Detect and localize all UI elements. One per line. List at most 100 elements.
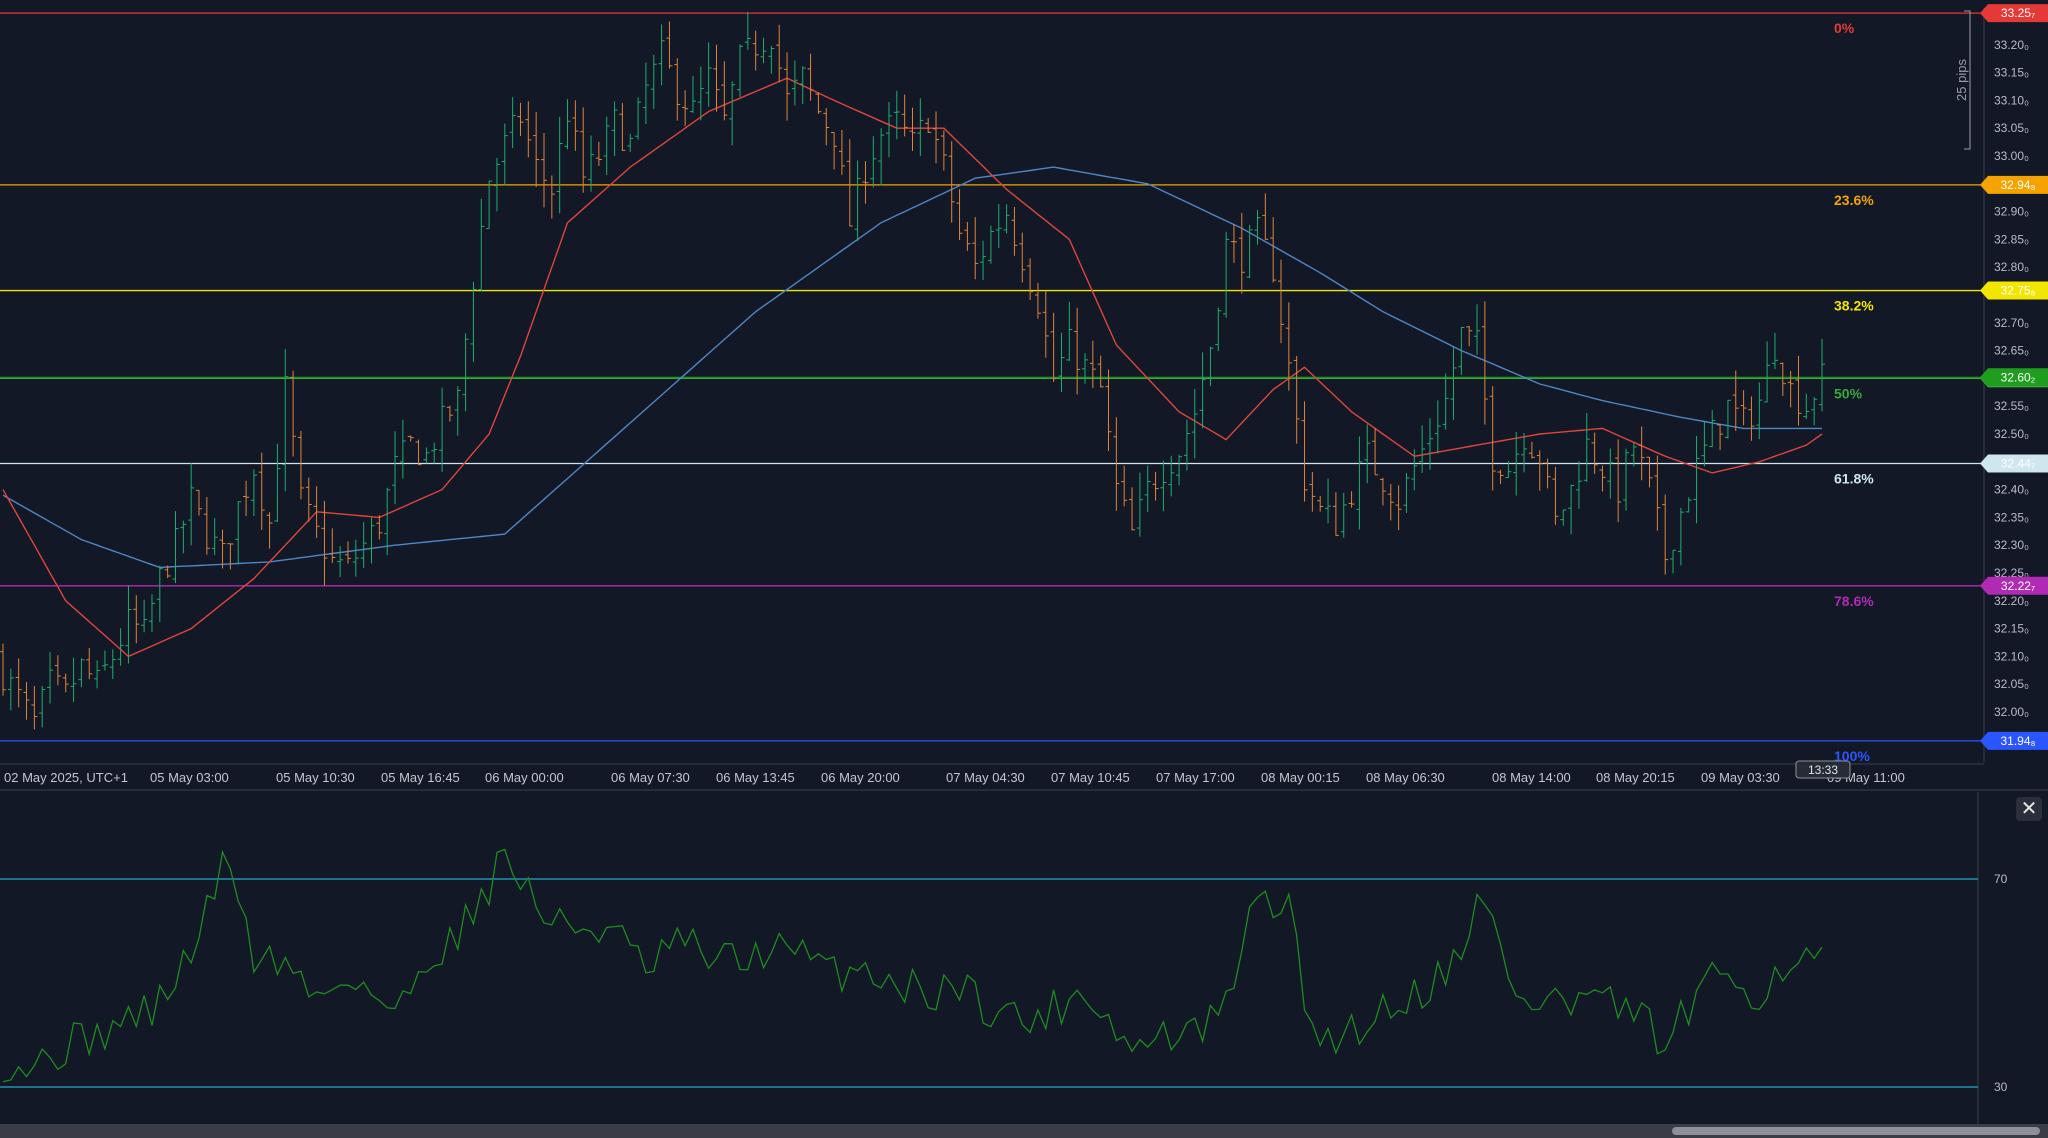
candle — [0, 643, 6, 696]
candle — [572, 100, 579, 151]
price-panel: 0% 23.6% 38.2% 50% 61.8% 78.6% 100% — [0, 11, 1984, 764]
fib-levels-layer — [0, 12, 1984, 742]
horizontal-scrollbar[interactable] — [0, 1124, 2048, 1138]
candle — [1317, 496, 1324, 512]
candle — [1152, 471, 1159, 501]
candlestick-series — [0, 11, 1825, 730]
candle — [1568, 484, 1575, 535]
time-tick-5: 06 May 07:30 — [611, 770, 690, 785]
fib-price-tag-1-text: 32.94₈ — [2000, 178, 2035, 192]
oscillator-tick-labels: 70 30 — [1994, 872, 2008, 1094]
candle — [290, 370, 297, 457]
candle — [501, 123, 508, 186]
candle — [619, 103, 626, 151]
candle — [1544, 458, 1551, 489]
candle — [15, 658, 22, 708]
fib-price-tag-1: 32.94₈ — [1980, 175, 2048, 194]
candle — [219, 529, 226, 569]
time-tick-6: 06 May 13:45 — [716, 770, 795, 785]
candle — [1121, 465, 1128, 507]
candle — [1325, 478, 1332, 524]
candle — [737, 44, 744, 97]
candle — [1701, 421, 1708, 467]
fib-label-6: 100% — [1834, 748, 1870, 764]
candle — [156, 565, 163, 623]
candle — [548, 175, 555, 219]
time-tick-14: 08 May 20:15 — [1596, 770, 1675, 785]
candle — [86, 648, 93, 680]
candle — [94, 660, 101, 689]
candle — [1560, 509, 1567, 526]
candle — [689, 75, 696, 114]
fib-price-tag-2-bg — [1980, 281, 2048, 300]
candle — [1262, 193, 1269, 240]
candle — [1129, 487, 1136, 531]
candle — [1215, 307, 1222, 352]
candle — [995, 203, 1002, 248]
candle — [1693, 435, 1700, 524]
time-tick-15: 09 May 03:30 — [1701, 770, 1780, 785]
candle — [1411, 449, 1418, 491]
candle — [1246, 224, 1253, 279]
price-axis[interactable]: 33.20₀ 33.15₀ 33.10₀ 33.05₀ 33.00₀ 32.90₀ 32.8… — [1954, 4, 2048, 762]
candle — [23, 682, 30, 720]
candle — [141, 599, 148, 633]
candle — [446, 405, 453, 422]
measure-bracket: 25 pips — [1954, 10, 1971, 150]
candle — [1442, 373, 1449, 430]
price-tick-12: 32.40₀ — [1994, 483, 2029, 497]
candle — [493, 157, 500, 212]
candle — [1223, 231, 1230, 318]
candle — [1332, 492, 1339, 536]
candle — [47, 652, 54, 704]
candle — [486, 180, 493, 229]
candle — [1019, 232, 1026, 283]
scrollbar-thumb[interactable] — [1672, 1127, 2040, 1135]
candle — [31, 685, 38, 730]
close-oscillator-button[interactable]: ✕ — [2016, 797, 2042, 821]
candle — [1293, 355, 1300, 444]
candle — [509, 97, 516, 149]
candle — [1654, 455, 1661, 531]
candle — [1285, 302, 1292, 391]
candle — [1677, 507, 1684, 566]
candle — [1348, 491, 1355, 508]
candle — [1105, 369, 1112, 451]
candle — [1819, 338, 1825, 412]
time-tick-3: 05 May 16:45 — [381, 770, 460, 785]
candle — [713, 44, 720, 112]
candle — [1756, 382, 1763, 440]
price-tags: 33.25₇ 32.94₈ 32.75₈ 32.44₇ 32.22₇ 31.94₈ 32.6… — [1980, 4, 2048, 750]
candle — [1607, 448, 1614, 499]
candle — [172, 511, 179, 584]
price-tick-2: 33.10₀ — [1994, 93, 2029, 107]
fib-price-tag-5-bg — [1980, 576, 2048, 595]
fib-price-tag-4: 32.44₇ — [1980, 454, 2048, 473]
candle — [674, 58, 681, 121]
candle — [1662, 494, 1669, 575]
price-tick-0: 33.20₀ — [1994, 38, 2029, 52]
candle — [721, 61, 728, 121]
candle — [642, 62, 649, 124]
candle — [580, 107, 587, 193]
candle — [972, 217, 979, 280]
candle — [1301, 401, 1308, 502]
candle — [1340, 492, 1347, 538]
candle — [1207, 346, 1214, 387]
price-tick-4: 33.00₀ — [1994, 149, 2029, 163]
time-tick-2: 05 May 10:30 — [276, 770, 355, 785]
candle — [274, 443, 281, 522]
candle — [885, 101, 892, 158]
candle — [78, 658, 85, 688]
price-tick-5: 32.90₀ — [1994, 205, 2029, 219]
time-axis[interactable]: 02 May 2025, UTC+1 05 May 03:00 05 May 10:… — [0, 760, 1984, 785]
candle — [1787, 370, 1794, 408]
oscillator-tick-70: 70 — [1994, 872, 2008, 886]
fib-label-5: 78.6% — [1834, 593, 1874, 609]
fib-price-tag-6: 31.94₈ — [1980, 731, 2048, 750]
candle — [70, 657, 77, 702]
candle — [1803, 393, 1810, 420]
oscillator-tick-30: 30 — [1994, 1080, 2008, 1094]
candle — [1450, 346, 1457, 420]
candle — [1270, 217, 1277, 283]
